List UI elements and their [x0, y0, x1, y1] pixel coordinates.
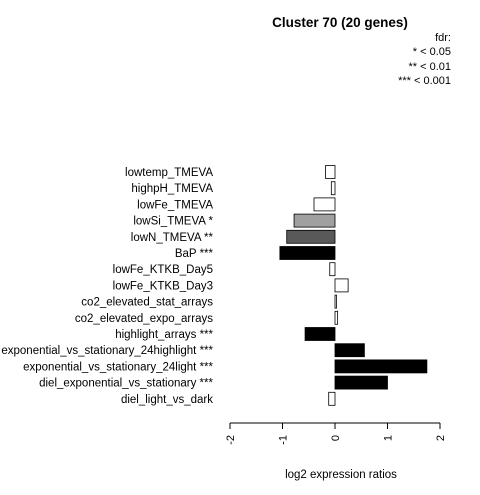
bar-7	[329, 262, 336, 277]
bar-15	[328, 391, 336, 406]
x-tick-label-3: 0	[330, 435, 342, 441]
category-label-5: lowN_TMEVA **	[131, 232, 214, 244]
bar-8	[334, 278, 349, 293]
bar-3	[313, 197, 336, 212]
x-tick-label-1: -2	[225, 435, 237, 445]
bar-12	[334, 343, 365, 358]
bar-2	[330, 181, 336, 196]
category-label-13: exponential_vs_stationary_24light ***	[23, 361, 213, 373]
bar-6	[279, 246, 336, 260]
bar-4	[293, 213, 336, 228]
legend: fdr: * < 0.05 ** < 0.01 *** < 0.001	[398, 32, 451, 87]
legend-title: fdr:	[435, 32, 451, 44]
bar-14	[334, 375, 388, 390]
category-label-7: lowFe_KTKB_Day5	[113, 264, 213, 276]
category-label-2: highpH_TMEVA	[131, 183, 213, 195]
legend-item-fdr-0001: *** < 0.001	[398, 75, 451, 87]
x-tick-label-5: 2	[435, 435, 447, 441]
bar-11	[304, 327, 336, 341]
category-label-11: highlight_arrays ***	[115, 329, 213, 341]
legend-item-fdr-005: * < 0.05	[413, 46, 451, 58]
category-label-12: exponential_vs_stationary_24highlight **…	[1, 345, 213, 357]
category-label-10: co2_elevated_expo_arrays	[75, 313, 213, 325]
bar-5	[286, 229, 336, 244]
category-labels: lowtemp_TMEVA highpH_TMEVA lowFe_TMEVA lowS…	[1, 167, 213, 406]
category-label-4: lowSi_TMEVA *	[133, 216, 213, 228]
category-label-1: lowtemp_TMEVA	[125, 167, 213, 179]
x-axis: -2 -1 0 1 2	[225, 422, 447, 445]
category-label-14: diel_exponential_vs_stationary ***	[39, 378, 213, 390]
category-label-6: BaP ***	[175, 248, 214, 260]
category-label-3: lowFe_TMEVA	[137, 199, 213, 211]
category-label-15: diel_light_vs_dark	[121, 394, 213, 406]
bars-group	[279, 165, 428, 406]
bar-10	[334, 310, 339, 325]
x-axis-title: log2 expression ratios	[285, 469, 397, 481]
category-label-9: co2_elevated_stat_arrays	[81, 297, 213, 309]
legend-item-fdr-001: ** < 0.01	[408, 61, 451, 73]
x-tick-label-4: 1	[383, 435, 395, 441]
chart-title: Cluster 70 (20 genes)	[272, 15, 408, 30]
x-tick-label-2: -1	[278, 435, 290, 445]
bar-9	[334, 294, 337, 309]
category-label-8: lowFe_KTKB_Day3	[113, 280, 213, 292]
bar-1	[325, 165, 336, 179]
bar-13	[334, 359, 428, 374]
